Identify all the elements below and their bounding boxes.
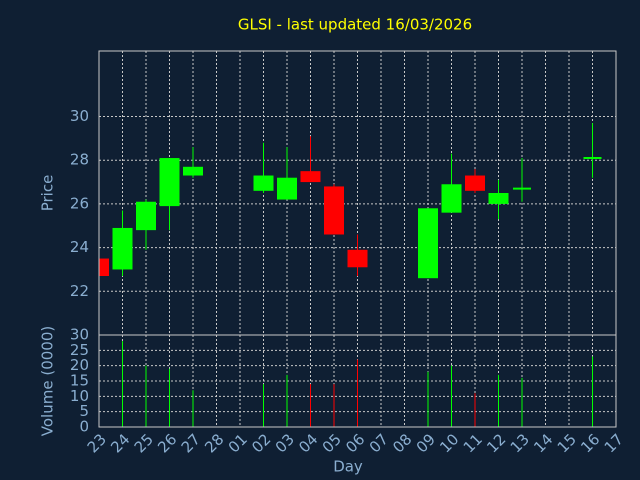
- volume-tick-label: 0: [79, 418, 89, 436]
- volume-tick-label: 10: [70, 387, 89, 405]
- y-tick-label: 22: [70, 282, 89, 300]
- body: [300, 171, 321, 183]
- x-axis-label: Day: [333, 458, 363, 476]
- body: [488, 193, 509, 204]
- y-tick-label: 26: [70, 194, 89, 212]
- y-tick-label: 24: [70, 238, 89, 256]
- chart-title: GLSI - last updated 16/03/2026: [238, 16, 472, 34]
- body: [112, 227, 133, 270]
- body: [136, 201, 156, 231]
- volume-frame: [98, 334, 617, 428]
- body: [183, 166, 203, 176]
- body: [347, 249, 368, 268]
- y-tick-label: 30: [70, 107, 89, 125]
- y-axis-label: Price: [39, 175, 57, 212]
- y-tick-label: 28: [70, 151, 89, 169]
- body: [465, 175, 485, 191]
- volume-tick-label: 5: [79, 402, 89, 420]
- body: [418, 208, 438, 279]
- volume-tick-label: 15: [70, 372, 89, 390]
- body: [99, 258, 109, 277]
- volume-tick-label: 30: [70, 326, 89, 344]
- body: [159, 158, 180, 207]
- volume-tick-label: 20: [70, 356, 89, 374]
- body: [441, 184, 462, 213]
- body: [324, 186, 344, 235]
- body: [253, 175, 274, 191]
- volume-tick-label: 25: [70, 341, 89, 359]
- volume-axis-label: Volume (0000): [39, 326, 57, 436]
- body: [277, 177, 297, 200]
